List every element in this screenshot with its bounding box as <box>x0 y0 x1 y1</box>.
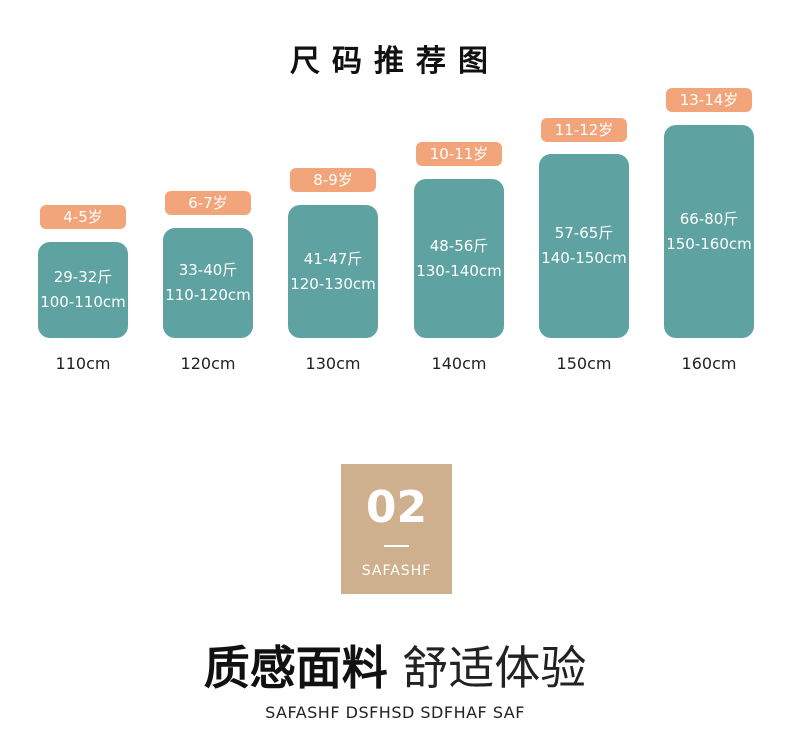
weight-label: 66-80斤 <box>679 209 739 228</box>
size-block-2: 33-40斤 110-120cm <box>163 228 253 338</box>
height-range-label: 110-120cm <box>165 286 251 304</box>
height-range-label: 140-150cm <box>541 249 627 267</box>
weight-label: 41-47斤 <box>303 249 363 268</box>
size-block-1: 29-32斤 100-110cm <box>38 242 128 338</box>
weight-label: 29-32斤 <box>53 268 113 286</box>
age-pill-1: 4-5岁 <box>40 205 126 229</box>
section-badge: 02 SAFASHF <box>341 464 452 594</box>
height-label-6: 160cm <box>681 354 737 373</box>
size-block-3: 41-47斤 120-130cm <box>288 205 378 338</box>
headline-light: 舒适体验 <box>402 641 587 695</box>
size-block-4: 48-56斤 130-140cm <box>414 179 504 338</box>
height-range-label: 100-110cm <box>40 293 126 311</box>
subline: SAFASHF DSFHSD SDFHAF SAF <box>265 703 525 722</box>
age-pill-4: 10-11岁 <box>416 142 502 166</box>
section-tag: SAFASHF <box>361 563 432 579</box>
age-pill-2: 6-7岁 <box>165 191 251 215</box>
weight-label: 33-40斤 <box>178 261 238 279</box>
height-label-1: 110cm <box>55 354 111 373</box>
weight-label: 57-65斤 <box>554 224 614 242</box>
headline: 质感面料 舒适体验 <box>0 632 790 698</box>
height-label-5: 150cm <box>556 354 612 373</box>
age-pill-3: 8-9岁 <box>290 168 376 192</box>
height-range-label: 130-140cm <box>416 261 502 280</box>
height-label-2: 120cm <box>180 354 236 373</box>
size-block-5: 57-65斤 140-150cm <box>539 154 629 338</box>
age-pill-5: 11-12岁 <box>541 118 627 142</box>
weight-label: 48-56斤 <box>429 236 489 255</box>
height-range-label: 150-160cm <box>666 234 752 253</box>
age-pill-6: 13-14岁 <box>666 88 752 112</box>
headline-bold: 质感面料 <box>203 641 388 695</box>
section-number: 02 <box>365 482 428 533</box>
page-title: 尺码推荐图 <box>290 44 500 79</box>
height-range-label: 120-130cm <box>290 274 376 293</box>
height-label-3: 130cm <box>305 354 361 373</box>
height-label-4: 140cm <box>431 354 487 373</box>
badge-divider <box>384 545 409 547</box>
size-block-6: 66-80斤 150-160cm <box>664 125 754 338</box>
